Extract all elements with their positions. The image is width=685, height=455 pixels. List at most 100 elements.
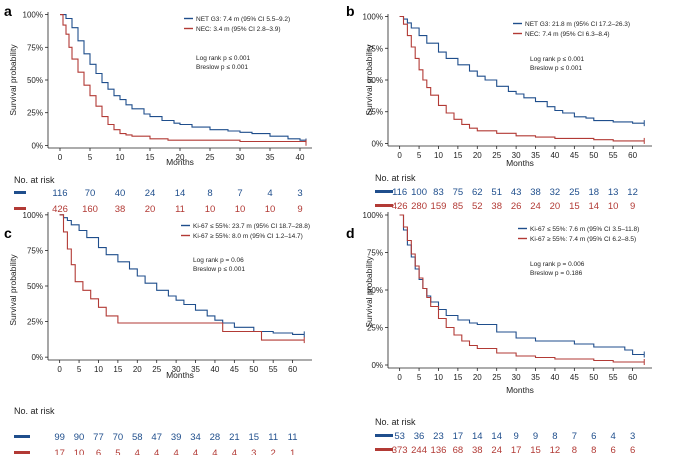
risk-value: 11 bbox=[175, 204, 185, 215]
legend-entry: NET G3: 21.8 m (95% CI 17.2–26.3) bbox=[525, 21, 630, 28]
risk-value: 426 bbox=[52, 204, 68, 215]
risk-value: 10 bbox=[74, 448, 85, 455]
risk-value: 32 bbox=[550, 187, 561, 198]
y-tick-label: 0% bbox=[371, 361, 383, 370]
x-tick-label: 0 bbox=[58, 153, 63, 162]
y-tick-label: 25% bbox=[27, 109, 43, 118]
x-tick-label: 30 bbox=[172, 365, 181, 374]
x-tick-label: 30 bbox=[512, 151, 521, 160]
x-tick-label: 45 bbox=[570, 151, 579, 160]
x-tick-label: 0 bbox=[57, 365, 62, 374]
risk-value: 116 bbox=[392, 187, 407, 198]
x-tick-label: 15 bbox=[146, 153, 155, 162]
x-axis-label: Months bbox=[166, 157, 194, 167]
risk-value: 17 bbox=[511, 445, 522, 455]
x-tick-label: 5 bbox=[77, 365, 82, 374]
y-tick-label: 75% bbox=[27, 43, 43, 52]
stat-text: Log rank p ≤ 0.001 bbox=[530, 56, 585, 63]
x-tick-label: 10 bbox=[116, 153, 125, 162]
risk-value: 136 bbox=[431, 445, 447, 455]
survival-curve-red bbox=[59, 214, 305, 341]
risk-value: 3 bbox=[251, 448, 256, 455]
risk-value: 20 bbox=[145, 204, 156, 215]
panel-label: d bbox=[346, 225, 355, 241]
survival-curve-blue bbox=[60, 14, 307, 142]
stat-text: Breslow p = 0.186 bbox=[530, 270, 583, 277]
x-tick-label: 40 bbox=[550, 373, 559, 382]
risk-value: 2 bbox=[271, 448, 276, 455]
x-axis-label: Months bbox=[506, 385, 534, 395]
x-tick-label: 5 bbox=[417, 373, 422, 382]
x-tick-label: 5 bbox=[88, 153, 93, 162]
legend-entry: Ki-67 ≤ 55%: 7.6 m (95% CI 3.5–11.8) bbox=[530, 226, 639, 233]
x-tick-label: 0 bbox=[397, 373, 402, 382]
risk-value: 26 bbox=[511, 201, 522, 212]
risk-value: 15 bbox=[248, 432, 259, 443]
risk-table-title: No. at risk bbox=[14, 406, 55, 416]
risk-value: 373 bbox=[392, 445, 408, 455]
risk-value: 10 bbox=[205, 204, 216, 215]
y-tick-label: 75% bbox=[367, 249, 383, 258]
risk-value: 100 bbox=[411, 187, 427, 198]
x-tick-label: 55 bbox=[269, 365, 278, 374]
risk-value: 9 bbox=[533, 431, 538, 442]
risk-value: 68 bbox=[453, 445, 464, 455]
risk-value: 14 bbox=[472, 431, 483, 442]
survival-curve-blue bbox=[399, 15, 645, 124]
y-axis-label: Survival probability bbox=[364, 256, 374, 328]
x-tick-label: 0 bbox=[397, 151, 402, 160]
risk-value: 58 bbox=[132, 432, 143, 443]
risk-table-title: No. at risk bbox=[375, 173, 416, 183]
x-tick-label: 30 bbox=[512, 373, 521, 382]
km-panel-d: d 0% 25% 50% 75% 100% 0 5 10 15 20 25 30 35 40 45 50 55 60… bbox=[346, 211, 652, 455]
risk-value: 51 bbox=[491, 187, 502, 198]
y-tick-label: 25% bbox=[367, 108, 383, 117]
x-tick-label: 55 bbox=[609, 151, 618, 160]
risk-value: 38 bbox=[491, 201, 502, 212]
km-panel-c: c0%25%50%75%100%0 5 10 15 20 25 30 35 40 45 50 55 60… bbox=[4, 211, 312, 455]
risk-value: 6 bbox=[611, 445, 616, 455]
km-panel-a: a 0% 25% 50% 75% 100% 0 5 10 15 20 25 30 35 40 Survival… bbox=[4, 3, 312, 215]
risk-value: 3 bbox=[297, 188, 302, 199]
x-tick-label: 30 bbox=[236, 153, 245, 162]
y-tick-label: 50% bbox=[27, 76, 43, 85]
risk-value: 23 bbox=[433, 431, 444, 442]
risk-value: 4 bbox=[267, 188, 272, 199]
x-axis-label: Months bbox=[166, 370, 194, 380]
risk-value: 9 bbox=[297, 204, 302, 215]
risk-value: 53 bbox=[394, 431, 405, 442]
x-tick-label: 15 bbox=[453, 373, 462, 382]
risk-value: 8 bbox=[591, 445, 596, 455]
x-tick-label: 10 bbox=[434, 373, 443, 382]
risk-table-title: No. at risk bbox=[14, 175, 55, 185]
risk-value: 116 bbox=[52, 188, 67, 199]
x-tick-label: 5 bbox=[417, 151, 422, 160]
risk-value: 4 bbox=[611, 431, 616, 442]
risk-value: 4 bbox=[173, 448, 178, 455]
risk-value: 43 bbox=[511, 187, 522, 198]
risk-value: 17 bbox=[54, 448, 65, 455]
risk-value: 10 bbox=[265, 204, 276, 215]
x-tick-label: 40 bbox=[210, 365, 219, 374]
risk-value: 39 bbox=[171, 432, 182, 443]
y-tick-label: 100% bbox=[363, 211, 383, 220]
risk-value: 14 bbox=[588, 201, 599, 212]
x-tick-label: 35 bbox=[531, 151, 540, 160]
y-tick-label: 25% bbox=[367, 324, 383, 333]
risk-value: 70 bbox=[85, 188, 96, 199]
risk-value: 18 bbox=[588, 187, 599, 198]
stat-text: Log rank p = 0.06 bbox=[193, 257, 244, 264]
x-tick-label: 35 bbox=[531, 373, 540, 382]
legend-entry: NEC: 7.4 m (95% CI 6.3–8.4) bbox=[525, 31, 610, 38]
risk-value: 12 bbox=[550, 445, 561, 455]
x-tick-label: 15 bbox=[453, 151, 462, 160]
y-tick-label: 100% bbox=[23, 11, 43, 20]
x-tick-label: 55 bbox=[609, 373, 618, 382]
stat-text: Log rank p ≤ 0.001 bbox=[196, 55, 251, 62]
x-tick-label: 25 bbox=[492, 151, 501, 160]
x-tick-label: 45 bbox=[230, 365, 239, 374]
risk-value: 24 bbox=[491, 445, 502, 455]
risk-value: 12 bbox=[627, 187, 638, 198]
x-tick-label: 40 bbox=[296, 153, 305, 162]
